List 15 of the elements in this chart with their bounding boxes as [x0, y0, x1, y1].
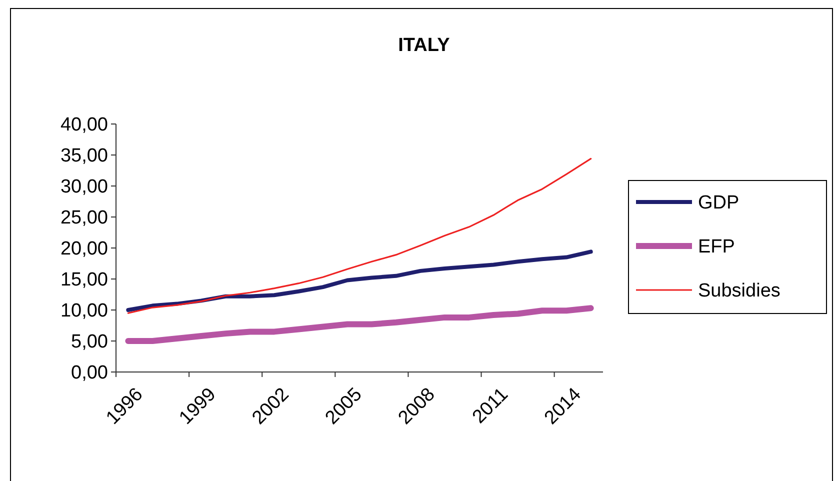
y-tick-label: 35,00 — [60, 146, 108, 167]
y-tick-label: 25,00 — [60, 208, 108, 229]
legend-label: EFP — [698, 236, 735, 258]
y-tick-label: 5,00 — [71, 332, 108, 353]
legend-label: GDP — [698, 192, 740, 214]
y-tick-label: 15,00 — [60, 270, 108, 291]
y-tick-label: 0,00 — [71, 362, 108, 384]
legend-label: Subsidies — [698, 280, 780, 302]
y-tick-label: 30,00 — [60, 176, 108, 198]
line-series — [127, 158, 592, 314]
line-series — [126, 250, 593, 312]
chart-title: ITALY — [398, 35, 450, 56]
y-tick-label: 20,00 — [60, 238, 108, 260]
y-tick-label: 10,00 — [60, 300, 108, 322]
y-tick-label: 40,00 — [60, 114, 108, 136]
